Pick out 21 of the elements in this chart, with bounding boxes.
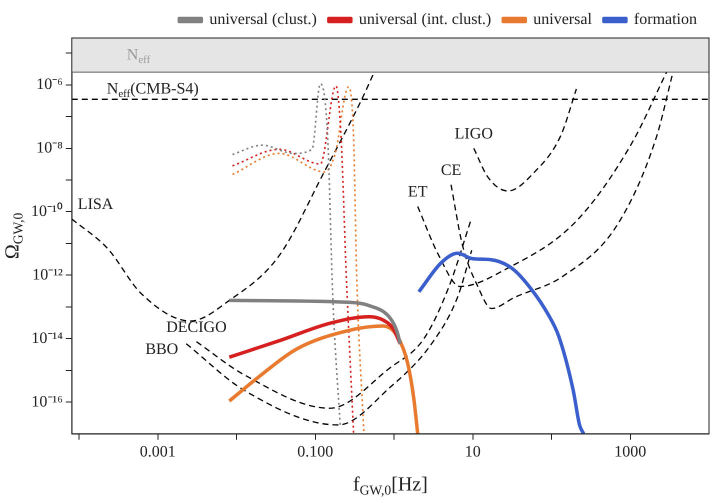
legend-label: universal — [533, 11, 592, 28]
legend-label: universal (int. clust.) — [358, 11, 492, 28]
y-tick-label: 10⁻¹⁰ — [31, 202, 63, 220]
y-tick-label: 10⁻¹⁶ — [31, 393, 63, 410]
y-tick-label: 10⁻⁸ — [36, 140, 63, 157]
series-label: LIGO — [454, 126, 493, 143]
y-tick-label: 10⁻⁶ — [36, 76, 63, 94]
x-tick-label: 0.001 — [140, 444, 176, 461]
y-tick-label: 10⁻¹⁴ — [31, 330, 64, 347]
series-label: ET — [408, 184, 428, 201]
series-label: DECIGO — [166, 318, 227, 336]
legend-label: universal (clust.) — [209, 11, 317, 28]
x-tick-label: 0.100 — [297, 444, 334, 461]
series-label: LISA — [78, 196, 114, 214]
x-tick-label: 1000 — [614, 444, 646, 461]
series-label: CE — [440, 162, 462, 179]
x-tick-label: 10 — [464, 444, 481, 461]
y-tick-label: 10⁻¹² — [32, 266, 63, 284]
y-axis-title: ΩGW,0 — [1, 212, 26, 260]
series-label: BBO — [145, 340, 178, 358]
legend-label: formation — [634, 11, 697, 28]
